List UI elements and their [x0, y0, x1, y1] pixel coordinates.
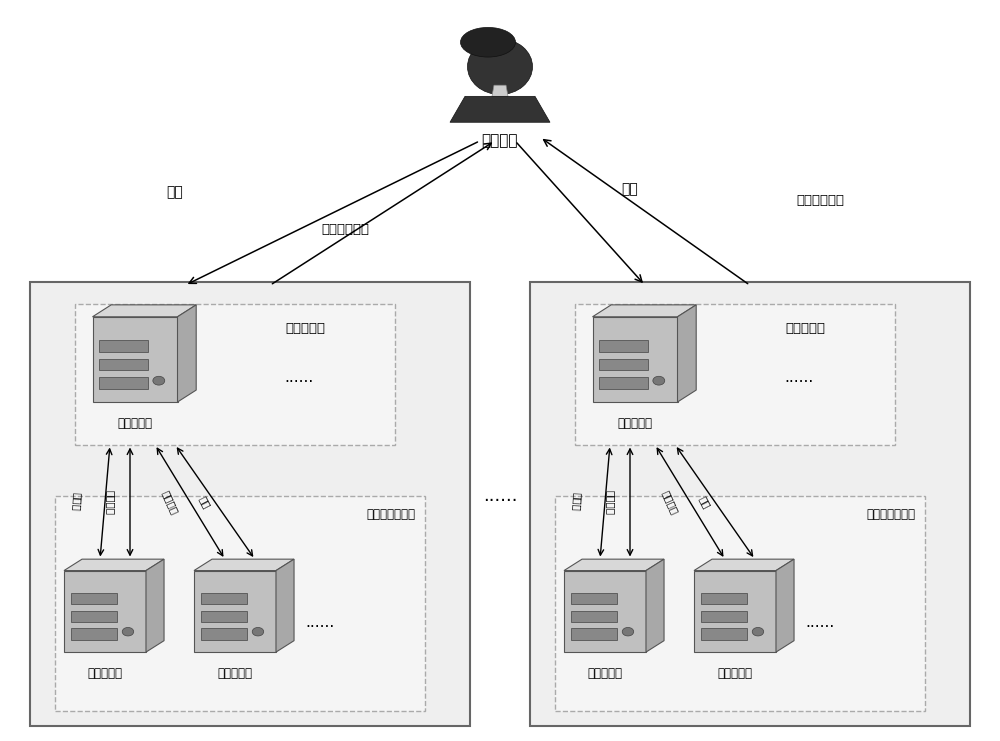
Polygon shape [599, 340, 648, 352]
Polygon shape [71, 628, 117, 639]
Polygon shape [599, 359, 648, 370]
Text: 多个处理服务器: 多个处理服务器 [866, 508, 915, 521]
Text: 处理服务器: 处理服务器 [88, 667, 122, 680]
Text: 请求: 请求 [167, 186, 183, 199]
Text: 执行结果: 执行结果 [605, 490, 615, 514]
Polygon shape [694, 571, 776, 652]
Polygon shape [99, 377, 148, 389]
Polygon shape [99, 340, 148, 352]
Text: 显示执行结果: 显示执行结果 [321, 223, 369, 236]
Polygon shape [694, 559, 794, 571]
Polygon shape [678, 305, 696, 402]
Polygon shape [92, 305, 196, 317]
Text: 处理服务器: 处理服务器 [718, 667, 753, 680]
Polygon shape [201, 611, 247, 622]
Circle shape [153, 376, 165, 385]
Text: 代理服务器: 代理服务器 [118, 417, 152, 431]
Polygon shape [776, 559, 794, 652]
Text: ......: ...... [784, 370, 814, 385]
Polygon shape [599, 377, 648, 389]
Text: 执行程序: 执行程序 [660, 488, 680, 516]
Text: 用户终端: 用户终端 [482, 133, 518, 148]
Polygon shape [201, 628, 247, 639]
Circle shape [622, 628, 634, 636]
Circle shape [653, 376, 665, 385]
Bar [530, 282, 970, 726]
Polygon shape [564, 571, 646, 652]
Polygon shape [99, 359, 148, 370]
Bar [30, 282, 470, 726]
Polygon shape [71, 593, 117, 604]
Polygon shape [92, 317, 178, 402]
Text: ......: ...... [284, 370, 314, 385]
Text: 待运算: 待运算 [71, 492, 83, 512]
Polygon shape [592, 317, 678, 402]
Ellipse shape [468, 39, 532, 94]
Polygon shape [571, 611, 617, 622]
Ellipse shape [460, 27, 516, 57]
Text: 代理服务器: 代理服务器 [785, 322, 825, 336]
Text: 待运算: 待运算 [571, 492, 583, 512]
Polygon shape [592, 305, 696, 317]
Polygon shape [701, 593, 747, 604]
Text: 密鑰: 密鑰 [698, 494, 712, 510]
Polygon shape [194, 571, 276, 652]
Polygon shape [564, 559, 664, 571]
Polygon shape [701, 628, 747, 639]
Bar [75, 304, 395, 445]
Circle shape [252, 628, 264, 636]
Bar [555, 496, 925, 711]
Text: ......: ...... [805, 615, 835, 630]
Text: 请求: 请求 [622, 182, 638, 196]
Text: 处理服务器: 处理服务器 [218, 667, 252, 680]
Text: 执行结果: 执行结果 [105, 490, 115, 514]
Bar [575, 304, 895, 445]
Polygon shape [71, 611, 117, 622]
Text: 执行程序: 执行程序 [160, 488, 180, 516]
Polygon shape [64, 559, 164, 571]
Text: 处理服务器: 处理服务器 [588, 667, 622, 680]
Polygon shape [571, 593, 617, 604]
Text: ......: ...... [483, 488, 517, 505]
Polygon shape [201, 593, 247, 604]
Polygon shape [178, 305, 196, 402]
Polygon shape [64, 571, 146, 652]
Polygon shape [492, 85, 508, 96]
Circle shape [752, 628, 764, 636]
Polygon shape [646, 559, 664, 652]
Text: ......: ...... [305, 615, 335, 630]
Polygon shape [571, 628, 617, 639]
Text: 密鑰: 密鑰 [198, 494, 212, 510]
Text: 多个处理服务器: 多个处理服务器 [366, 508, 415, 521]
Polygon shape [276, 559, 294, 652]
Polygon shape [450, 96, 550, 122]
Circle shape [122, 628, 134, 636]
Polygon shape [701, 611, 747, 622]
Polygon shape [146, 559, 164, 652]
Bar [55, 496, 425, 711]
Text: 代理服务器: 代理服务器 [618, 417, 652, 431]
Polygon shape [194, 559, 294, 571]
Text: 显示执行结果: 显示执行结果 [796, 193, 844, 207]
Text: 代理服务器: 代理服务器 [285, 322, 325, 336]
